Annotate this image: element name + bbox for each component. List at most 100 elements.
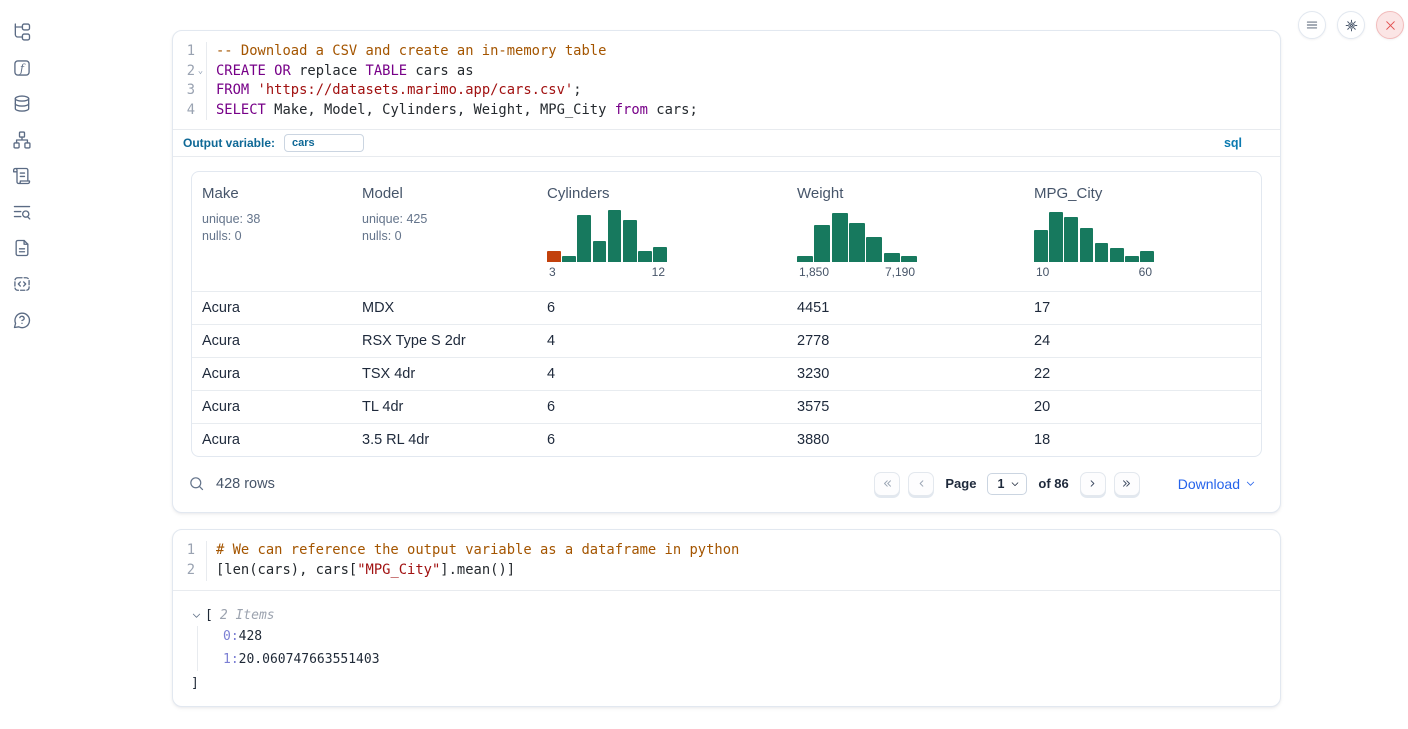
histogram-bar [901, 256, 918, 263]
previous-page-button[interactable] [908, 471, 935, 496]
histogram-bars [547, 210, 667, 263]
logs-icon[interactable] [8, 198, 36, 226]
table-row[interactable]: Acura TL 4dr 6 3575 20 [192, 390, 1261, 423]
table-cell: 6 [547, 399, 556, 416]
search-button[interactable] [188, 475, 205, 492]
axis-min-label: 10 [1036, 265, 1050, 280]
fold-gutter [195, 42, 207, 62]
column-name[interactable]: Weight [797, 185, 844, 203]
histogram-bar [1140, 250, 1154, 263]
fold-gutter [195, 541, 207, 561]
histogram-bar [849, 223, 865, 263]
output-list-header: [ 2 Items [191, 605, 1262, 626]
help-icon[interactable] [8, 306, 36, 334]
column-unique-stat: unique: 425 [362, 212, 428, 227]
histogram-bar [797, 256, 813, 263]
next-page-button[interactable] [1079, 471, 1106, 496]
chevron-down-icon [1246, 482, 1255, 487]
page-select[interactable]: 1 [987, 472, 1028, 495]
svg-text:f: f [19, 62, 26, 75]
table-cell: Acura [202, 432, 240, 449]
snippets-icon[interactable] [8, 270, 36, 298]
fold-gutter [195, 100, 207, 121]
histogram-bar [1034, 230, 1048, 263]
histogram-bars [797, 210, 918, 263]
output-variable-input[interactable] [284, 134, 365, 153]
histogram-axis: 10 60 [1034, 265, 1154, 279]
code-text: CREATE OR replace TABLE cars as [216, 62, 474, 79]
table-cell: 3575 [797, 399, 830, 416]
notebook: 1 -- Download a CSV and create an in-memo… [172, 30, 1281, 707]
language-badge[interactable]: sql [1223, 136, 1242, 151]
collapse-chevron-icon[interactable] [191, 610, 202, 621]
close-icon [1385, 20, 1395, 30]
table-header: Make unique: 38 nulls: 0 Model unique: 4… [192, 172, 1261, 291]
code-line: 2 [len(cars), cars["MPG_City"].mean()] [173, 560, 1280, 581]
histogram-bar [1079, 227, 1094, 263]
table-cell: 24 [1034, 333, 1051, 350]
histogram-axis: 1,850 7,190 [797, 265, 917, 279]
histogram-axis: 3 12 [547, 265, 667, 279]
column-unique-stat: unique: 38 [202, 212, 261, 227]
python-cell: 1 # We can reference the output variable … [172, 529, 1281, 707]
table-cell: Acura [202, 333, 240, 350]
cylinders-histogram: 3 12 [547, 210, 667, 279]
sql-cell: 1 -- Download a CSV and create an in-memo… [172, 30, 1281, 514]
menu-button[interactable] [1298, 11, 1326, 39]
chevron-right-icon [1090, 480, 1095, 488]
code-text: FROM 'https://datasets.marimo.app/cars.c… [216, 82, 582, 99]
output-list-items: 0: 428 1: 20.060747663551403 [197, 625, 1262, 671]
search-icon [190, 477, 204, 491]
line-number: 1 [186, 43, 195, 59]
table-row[interactable]: Acura 3.5 RL 4dr 6 3880 18 [192, 423, 1261, 456]
code-line: 4 SELECT Make, Model, Cylinders, Weight, … [173, 100, 1280, 121]
code-line: 2 ⌄ CREATE OR replace TABLE cars as [173, 61, 1280, 82]
items-count-label: 2 Items [219, 607, 275, 623]
histogram-bar [814, 224, 831, 263]
data-sources-icon[interactable] [8, 90, 36, 118]
settings-button[interactable] [1337, 11, 1365, 39]
shutdown-button[interactable] [1376, 11, 1404, 39]
table-cell: RSX Type S 2dr [362, 333, 466, 350]
fold-chevron-icon[interactable]: ⌄ [195, 61, 207, 82]
table-cell: 6 [547, 300, 556, 317]
code-text: -- Download a CSV and create an in-memor… [216, 43, 607, 59]
python-code-editor[interactable]: 1 # We can reference the output variable … [173, 530, 1280, 589]
column-name[interactable]: MPG_City [1034, 185, 1103, 203]
scratchpad-icon[interactable] [8, 162, 36, 190]
code-line: 1 -- Download a CSV and create an in-memo… [173, 42, 1280, 62]
column-header-cylinders: Cylinders 3 12 [547, 185, 797, 279]
column-name[interactable]: Model [362, 185, 403, 203]
chevron-left-icon [919, 480, 924, 488]
column-name[interactable]: Cylinders [547, 185, 610, 203]
column-name[interactable]: Make [202, 185, 239, 203]
table-cell: Acura [202, 300, 240, 317]
table-cell: 3230 [797, 366, 830, 383]
download-button[interactable]: Download [1178, 476, 1256, 492]
page-total-label: of 86 [1038, 476, 1069, 492]
weight-histogram: 1,850 7,190 [797, 210, 918, 279]
table-row[interactable]: Acura MDX 6 4451 17 [192, 291, 1261, 324]
first-page-button[interactable] [874, 471, 901, 496]
table-cell: Acura [202, 366, 240, 383]
code-text: SELECT Make, Model, Cylinders, Weight, M… [216, 101, 698, 118]
table-body: Acura MDX 6 4451 17 Acura RSX Type S 2dr 4 2778 2… [192, 291, 1261, 456]
table-row[interactable]: Acura RSX Type S 2dr 4 2778 24 [192, 324, 1261, 357]
documentation-icon[interactable] [8, 234, 36, 262]
dependency-graph-icon[interactable] [8, 126, 36, 154]
histogram-bar [562, 255, 576, 263]
last-page-button[interactable] [1113, 471, 1140, 496]
table-cell: 2778 [797, 333, 830, 350]
sql-code-editor[interactable]: 1 -- Download a CSV and create an in-memo… [173, 31, 1280, 129]
table-row[interactable]: Acura TSX 4dr 4 3230 22 [192, 357, 1261, 390]
histogram-bar [622, 219, 637, 263]
table-cell: MDX [362, 300, 395, 317]
download-label: Download [1177, 475, 1240, 492]
page-number: 1 [997, 476, 1005, 491]
chevron-down-icon [1012, 482, 1019, 486]
line-number: 3 [186, 82, 195, 99]
variables-icon[interactable]: f [8, 54, 36, 82]
file-tree-icon[interactable] [8, 18, 36, 46]
column-header-weight: Weight 1,850 7,190 [797, 185, 1034, 279]
histogram-bars [1034, 210, 1154, 263]
